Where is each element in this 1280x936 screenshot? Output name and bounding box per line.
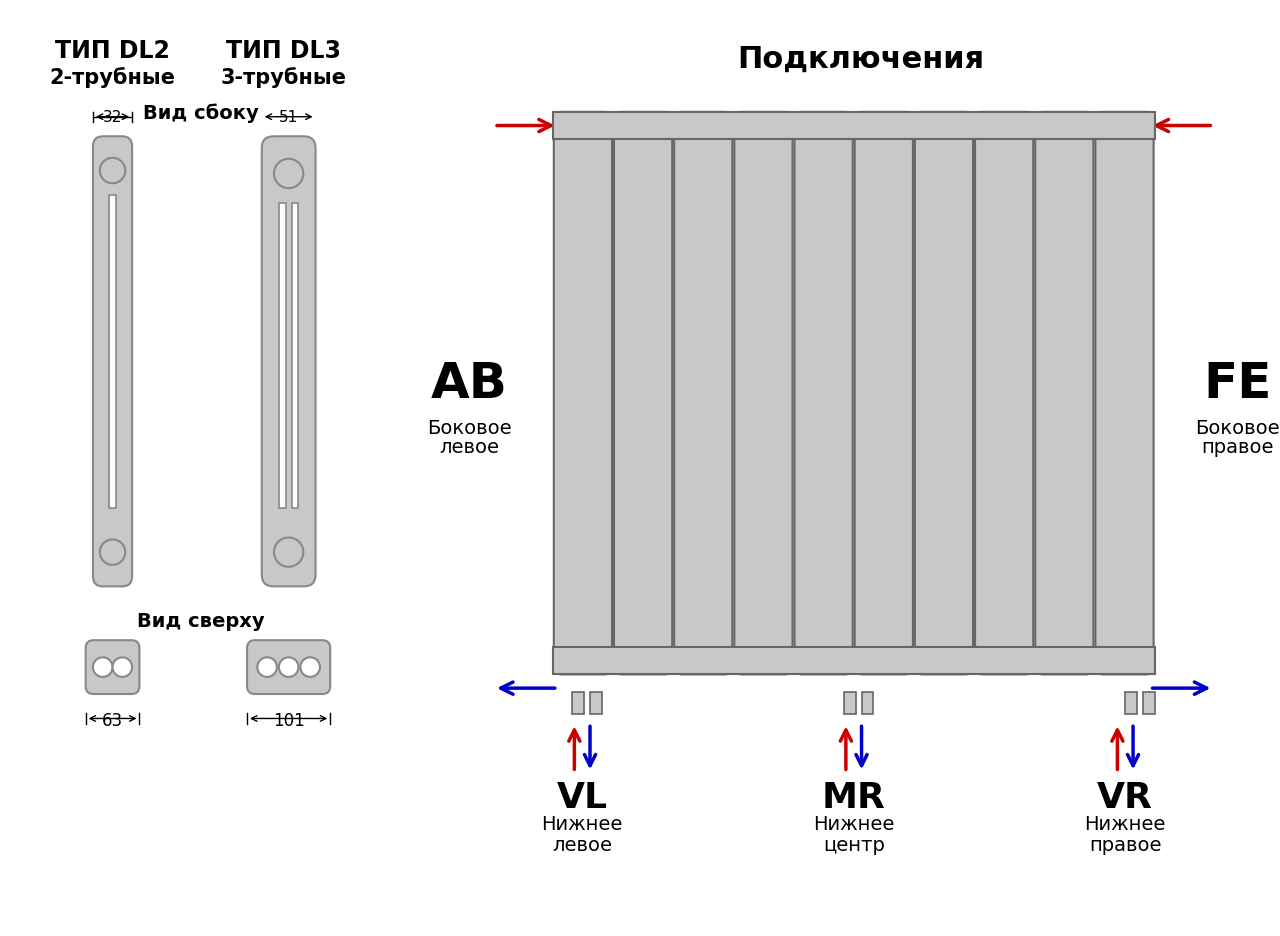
Circle shape: [274, 538, 303, 567]
Circle shape: [257, 658, 276, 677]
Text: правое: правое: [1089, 835, 1161, 854]
FancyBboxPatch shape: [855, 112, 913, 675]
Circle shape: [113, 658, 132, 677]
Bar: [861, 693, 873, 714]
Text: Вид сверху: Вид сверху: [137, 611, 265, 630]
FancyBboxPatch shape: [1096, 112, 1153, 675]
Text: AB: AB: [431, 360, 508, 408]
Text: левое: левое: [552, 835, 612, 854]
Text: ТИП DL3: ТИП DL3: [227, 39, 342, 64]
Bar: [553, 648, 1155, 675]
Circle shape: [279, 658, 298, 677]
Text: ТИП DL2: ТИП DL2: [55, 39, 170, 64]
Text: Подключения: Подключения: [737, 44, 984, 73]
Bar: [844, 693, 855, 714]
Circle shape: [301, 658, 320, 677]
Text: 51: 51: [279, 110, 298, 124]
Bar: [590, 693, 602, 714]
Bar: [553, 112, 1155, 140]
Bar: [109, 196, 116, 508]
Bar: [110, 662, 115, 673]
FancyBboxPatch shape: [261, 138, 316, 587]
FancyBboxPatch shape: [86, 640, 140, 695]
FancyBboxPatch shape: [93, 138, 132, 587]
Text: Боковое: Боковое: [1196, 418, 1280, 437]
Bar: [1125, 693, 1137, 714]
Text: VR: VR: [1097, 781, 1153, 814]
Text: центр: центр: [823, 835, 884, 854]
Circle shape: [100, 158, 125, 184]
FancyBboxPatch shape: [554, 112, 612, 675]
Text: левое: левое: [439, 438, 499, 457]
Text: 2-трубные: 2-трубные: [50, 66, 175, 88]
Circle shape: [274, 160, 303, 189]
Bar: [572, 693, 584, 714]
Text: Боковое: Боковое: [428, 418, 512, 437]
FancyBboxPatch shape: [975, 112, 1033, 675]
Bar: [279, 204, 285, 508]
Text: 3-трубные: 3-трубные: [220, 66, 347, 88]
FancyBboxPatch shape: [247, 640, 330, 695]
Text: 101: 101: [273, 710, 305, 729]
Text: Нижнее: Нижнее: [813, 814, 895, 833]
Text: 63: 63: [102, 710, 123, 729]
Text: правое: правое: [1202, 438, 1274, 457]
FancyBboxPatch shape: [614, 112, 672, 675]
Bar: [292, 204, 298, 508]
Text: FE: FE: [1203, 360, 1272, 408]
FancyBboxPatch shape: [735, 112, 792, 675]
Circle shape: [93, 658, 113, 677]
Bar: [1143, 693, 1155, 714]
Text: Вид сбоку: Вид сбоку: [142, 103, 259, 123]
Text: 32: 32: [102, 110, 122, 124]
FancyBboxPatch shape: [675, 112, 732, 675]
FancyBboxPatch shape: [915, 112, 973, 675]
FancyBboxPatch shape: [1036, 112, 1093, 675]
Text: MR: MR: [822, 781, 886, 814]
Text: VL: VL: [557, 781, 608, 814]
Text: Нижнее: Нижнее: [541, 814, 623, 833]
Text: Нижнее: Нижнее: [1084, 814, 1166, 833]
FancyBboxPatch shape: [795, 112, 852, 675]
Circle shape: [100, 540, 125, 565]
